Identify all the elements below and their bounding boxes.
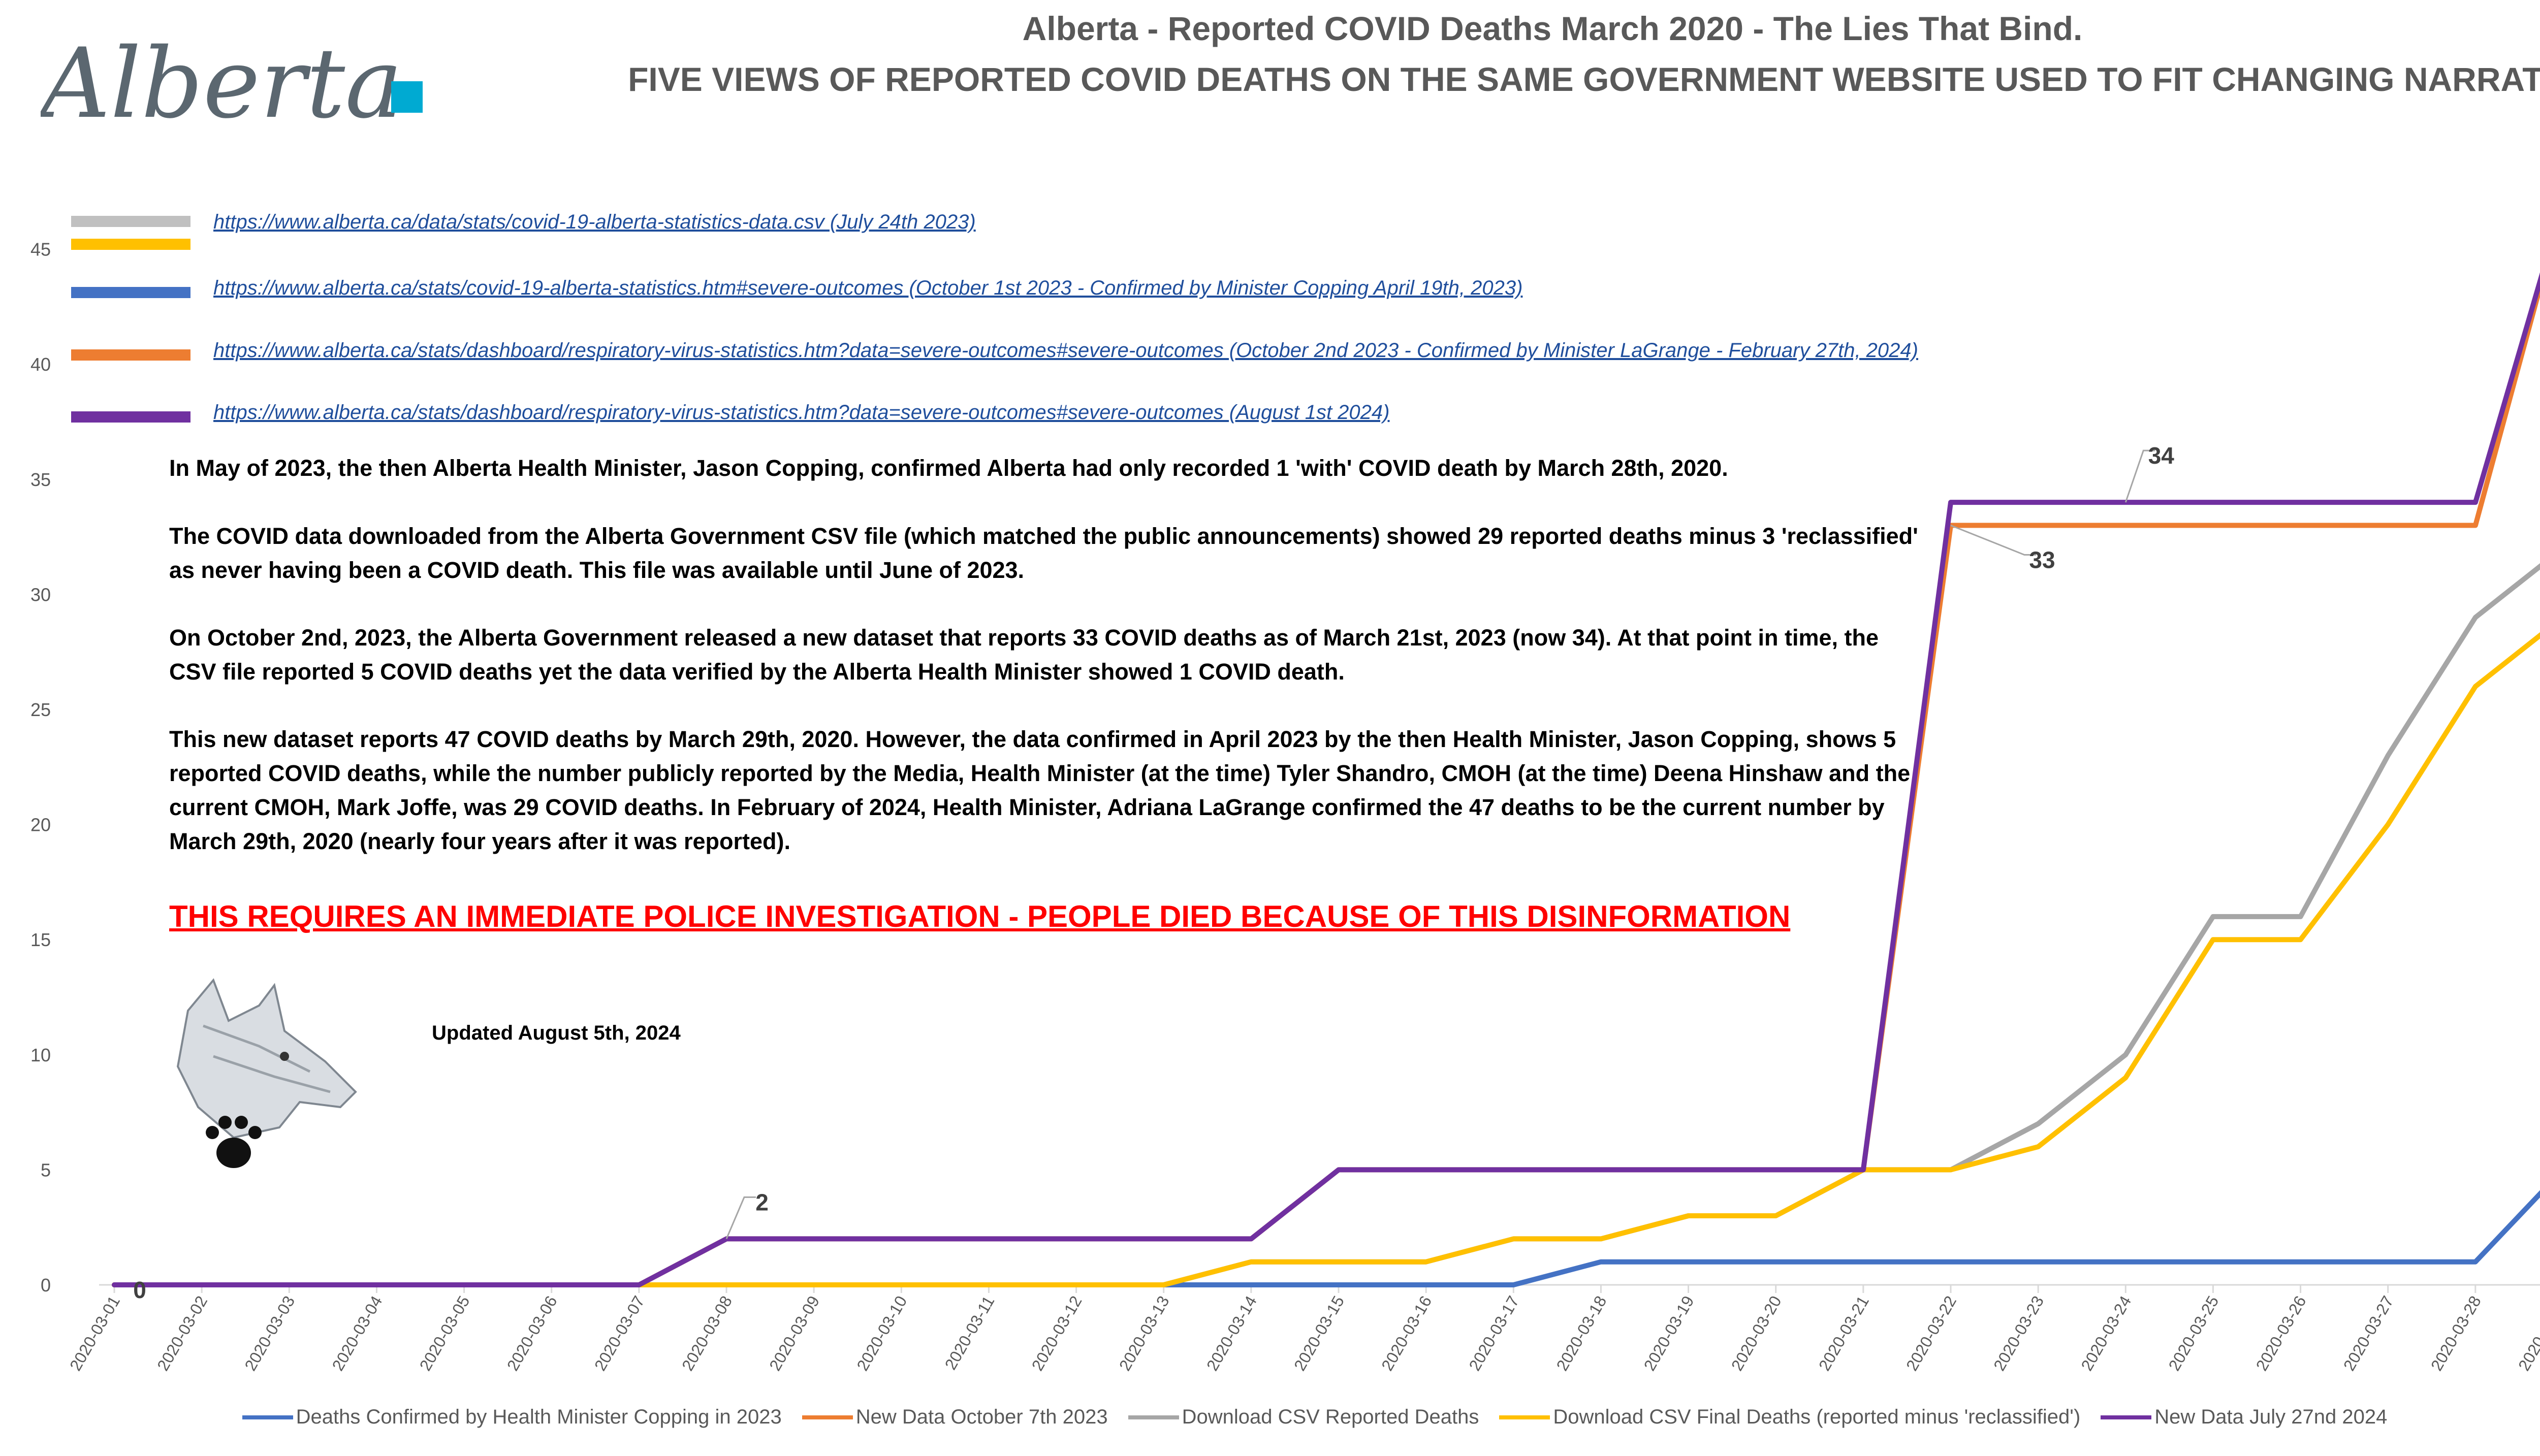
x-tick-label: 2020-03-28 [2427, 1293, 2485, 1374]
legend-label: Deaths Confirmed by Health Minister Copp… [296, 1406, 782, 1428]
x-tick-label: 2020-03-26 [2252, 1293, 2310, 1374]
legend-item-oct2023: New Data October 7th 2023 [802, 1406, 1108, 1429]
data-label: 2 [755, 1189, 769, 1215]
updated-date: Updated August 5th, 2024 [432, 1022, 681, 1044]
x-tick-label: 2020-03-03 [241, 1293, 298, 1374]
y-tick-label: 15 [30, 929, 51, 950]
y-tick-label: 35 [30, 469, 51, 490]
series-line-3 [112, 632, 2540, 1287]
y-tick-label: 45 [30, 239, 51, 260]
paragraph-2: The COVID data downloaded from the Alber… [169, 523, 1918, 583]
svg-text:Alberta: Alberta [41, 27, 403, 140]
x-tick-label: 2020-03-22 [1902, 1293, 1960, 1374]
x-tick-label: 2020-03-02 [153, 1293, 211, 1374]
legend-item-copping: Deaths Confirmed by Health Minister Copp… [242, 1406, 782, 1429]
x-tick-label: 2020-03-13 [1116, 1293, 1173, 1374]
swatch-orange [71, 349, 190, 361]
paragraph-4: This new dataset reports 47 COVID deaths… [169, 726, 1911, 854]
x-tick-label: 2020-03-11 [941, 1293, 998, 1373]
data-label: 0 [133, 1277, 146, 1303]
series-line-4 [112, 272, 2540, 1287]
chart-legend: Deaths Confirmed by Health Minister Copp… [0, 1406, 2540, 1429]
x-tick-label: 2020-03-27 [2340, 1293, 2397, 1374]
x-tick-label: 2020-03-19 [1640, 1293, 1698, 1374]
paragraph-3: On October 2nd, 2023, the Alberta Govern… [169, 625, 1879, 685]
x-tick-label: 2020-03-21 [1815, 1293, 1872, 1374]
swatch-gray [71, 216, 190, 227]
legend-swatch [1128, 1415, 1179, 1419]
data-label: 33 [2029, 546, 2055, 573]
x-tick-label: 2020-03-07 [591, 1293, 648, 1374]
x-tick-label: 2020-03-06 [503, 1293, 561, 1374]
source-link-csv[interactable]: https://www.alberta.ca/data/stats/covid-… [213, 211, 976, 233]
paragraph-1: In May of 2023, the then Alberta Health … [169, 455, 1728, 481]
x-tick-label: 2020-03-01 [66, 1293, 123, 1374]
source-link-2024[interactable]: https://www.alberta.ca/stats/dashboard/r… [213, 401, 1390, 424]
alert-text: THIS REQUIRES AN IMMEDIATE POLICE INVEST… [169, 899, 1791, 933]
legend-label: Download CSV Final Deaths (reported minu… [1553, 1406, 2081, 1428]
x-tick-label: 2020-03-08 [678, 1293, 736, 1374]
swatch-yellow [71, 239, 190, 250]
swatch-purple [71, 411, 190, 423]
y-tick-label: 30 [30, 584, 51, 605]
x-tick-label: 2020-03-18 [1552, 1293, 1610, 1374]
legend-label: New Data July 27nd 2024 [2154, 1406, 2388, 1428]
x-tick-label: 2020-03-20 [1728, 1293, 1785, 1374]
x-tick-label: 2020-03-17 [1465, 1293, 1522, 1374]
source-link-copping[interactable]: https://www.alberta.ca/stats/covid-19-al… [213, 277, 1523, 299]
chart-subtitle: FIVE VIEWS OF REPORTED COVID DEATHS ON T… [628, 60, 2540, 98]
annotation-leader [1950, 525, 2036, 556]
legend-item-csv-reported: Download CSV Reported Deaths [1128, 1406, 1479, 1429]
y-tick-label: 10 [30, 1045, 51, 1065]
x-tick-label: 2020-03-15 [1290, 1293, 1348, 1374]
legend-item-jul2024: New Data July 27nd 2024 [2101, 1406, 2387, 1429]
x-tick-label: 2020-03-16 [1378, 1293, 1435, 1374]
x-tick-label: 2020-03-04 [328, 1293, 386, 1374]
annotation-leader [725, 1196, 756, 1239]
x-tick-label: 2020-03-25 [2165, 1293, 2222, 1374]
source-link-lagrange[interactable]: https://www.alberta.ca/stats/dashboard/r… [213, 339, 1918, 362]
series-line-0 [112, 1190, 2540, 1287]
x-tick-label: 2020-03-29 [2515, 1293, 2540, 1374]
y-tick-label: 5 [41, 1159, 51, 1180]
y-tick-label: 25 [30, 699, 51, 720]
legend-swatch [1499, 1415, 1550, 1419]
x-tick-label: 2020-03-05 [416, 1293, 473, 1374]
x-tick-label: 2020-03-14 [1203, 1293, 1260, 1374]
x-tick-label: 2020-03-23 [1990, 1292, 2047, 1374]
legend-swatch [242, 1415, 293, 1419]
annotation-leader [2124, 449, 2155, 503]
legend-swatch [802, 1415, 853, 1419]
x-tick-label: 2020-03-09 [766, 1293, 823, 1374]
swatch-blue [71, 287, 190, 298]
x-tick-label: 2020-03-10 [853, 1293, 910, 1374]
legend-label: Download CSV Reported Deaths [1182, 1406, 1479, 1428]
y-tick-label: 40 [30, 354, 51, 375]
legend-item-csv-final: Download CSV Final Deaths (reported minu… [1499, 1406, 2080, 1429]
x-tick-label: 2020-03-24 [2077, 1293, 2135, 1374]
legend-swatch [2101, 1415, 2152, 1419]
wolf-icon [157, 975, 371, 1188]
y-tick-label: 0 [41, 1275, 51, 1296]
chart-title: Alberta - Reported COVID Deaths March 20… [1022, 10, 2083, 47]
x-tick-label: 2020-03-12 [1028, 1293, 1086, 1374]
alberta-logo: Alberta [33, 20, 427, 142]
y-tick-label: 20 [30, 815, 51, 835]
legend-label: New Data October 7th 2023 [855, 1406, 1108, 1428]
data-label: 34 [2148, 442, 2175, 469]
